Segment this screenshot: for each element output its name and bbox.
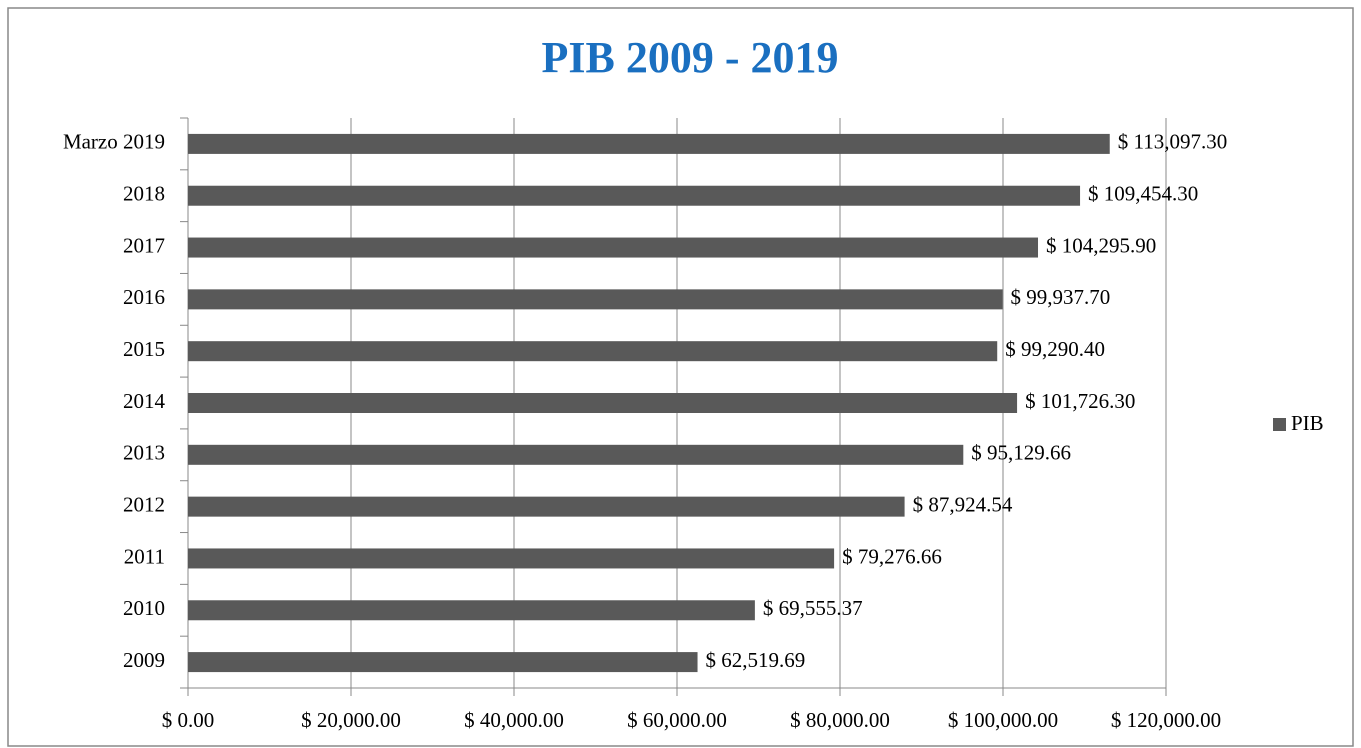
value-label: $ 99,937.70 [1010,285,1110,309]
bar [188,341,998,362]
y-tick-label: Marzo 2019 [63,130,165,154]
bar [188,237,1039,258]
y-tick-label: 2015 [123,337,165,361]
value-label: $ 79,276.66 [842,544,942,568]
bar [188,444,964,465]
x-tick-label: $ 100,000.00 [948,708,1058,732]
y-tick-label: 2013 [123,441,165,465]
x-tick-label: $ 20,000.00 [301,708,401,732]
legend-swatch [1273,418,1286,431]
value-label: $ 113,097.30 [1118,130,1227,154]
value-label: $ 99,290.40 [1005,337,1105,361]
y-tick-label: 2016 [123,285,165,309]
x-tick-label: $ 60,000.00 [627,708,727,732]
bar [188,133,1110,154]
y-tick-label: 2017 [123,233,165,257]
y-tick-label: 2009 [123,648,165,672]
y-tick-label: 2018 [123,182,165,206]
y-tick-label: 2011 [124,544,165,568]
value-label: $ 62,519.69 [706,648,806,672]
bar [188,548,835,569]
x-tick-label: $ 120,000.00 [1111,708,1221,732]
value-label: $ 95,129.66 [971,441,1071,465]
bar [188,185,1081,206]
bar [188,496,905,517]
x-tick-label: $ 80,000.00 [790,708,890,732]
bar [188,652,698,673]
chart-title: PIB 2009 - 2019 [542,33,839,82]
y-tick-label: 2010 [123,596,165,620]
bar [188,600,755,621]
value-label: $ 69,555.37 [763,596,863,620]
legend-label: PIB [1291,411,1324,435]
value-label: $ 109,454.30 [1088,182,1198,206]
bar [188,393,1018,413]
value-label: $ 101,726.30 [1025,389,1135,413]
value-label: $ 87,924.54 [913,492,1013,516]
bar [188,289,1003,310]
y-tick-label: 2014 [123,389,166,413]
value-label: $ 104,295.90 [1046,233,1156,257]
chart-border [7,7,1354,747]
y-tick-label: 2012 [123,492,165,516]
x-tick-label: $ 40,000.00 [464,708,564,732]
x-tick-label: $ 0.00 [162,708,215,732]
